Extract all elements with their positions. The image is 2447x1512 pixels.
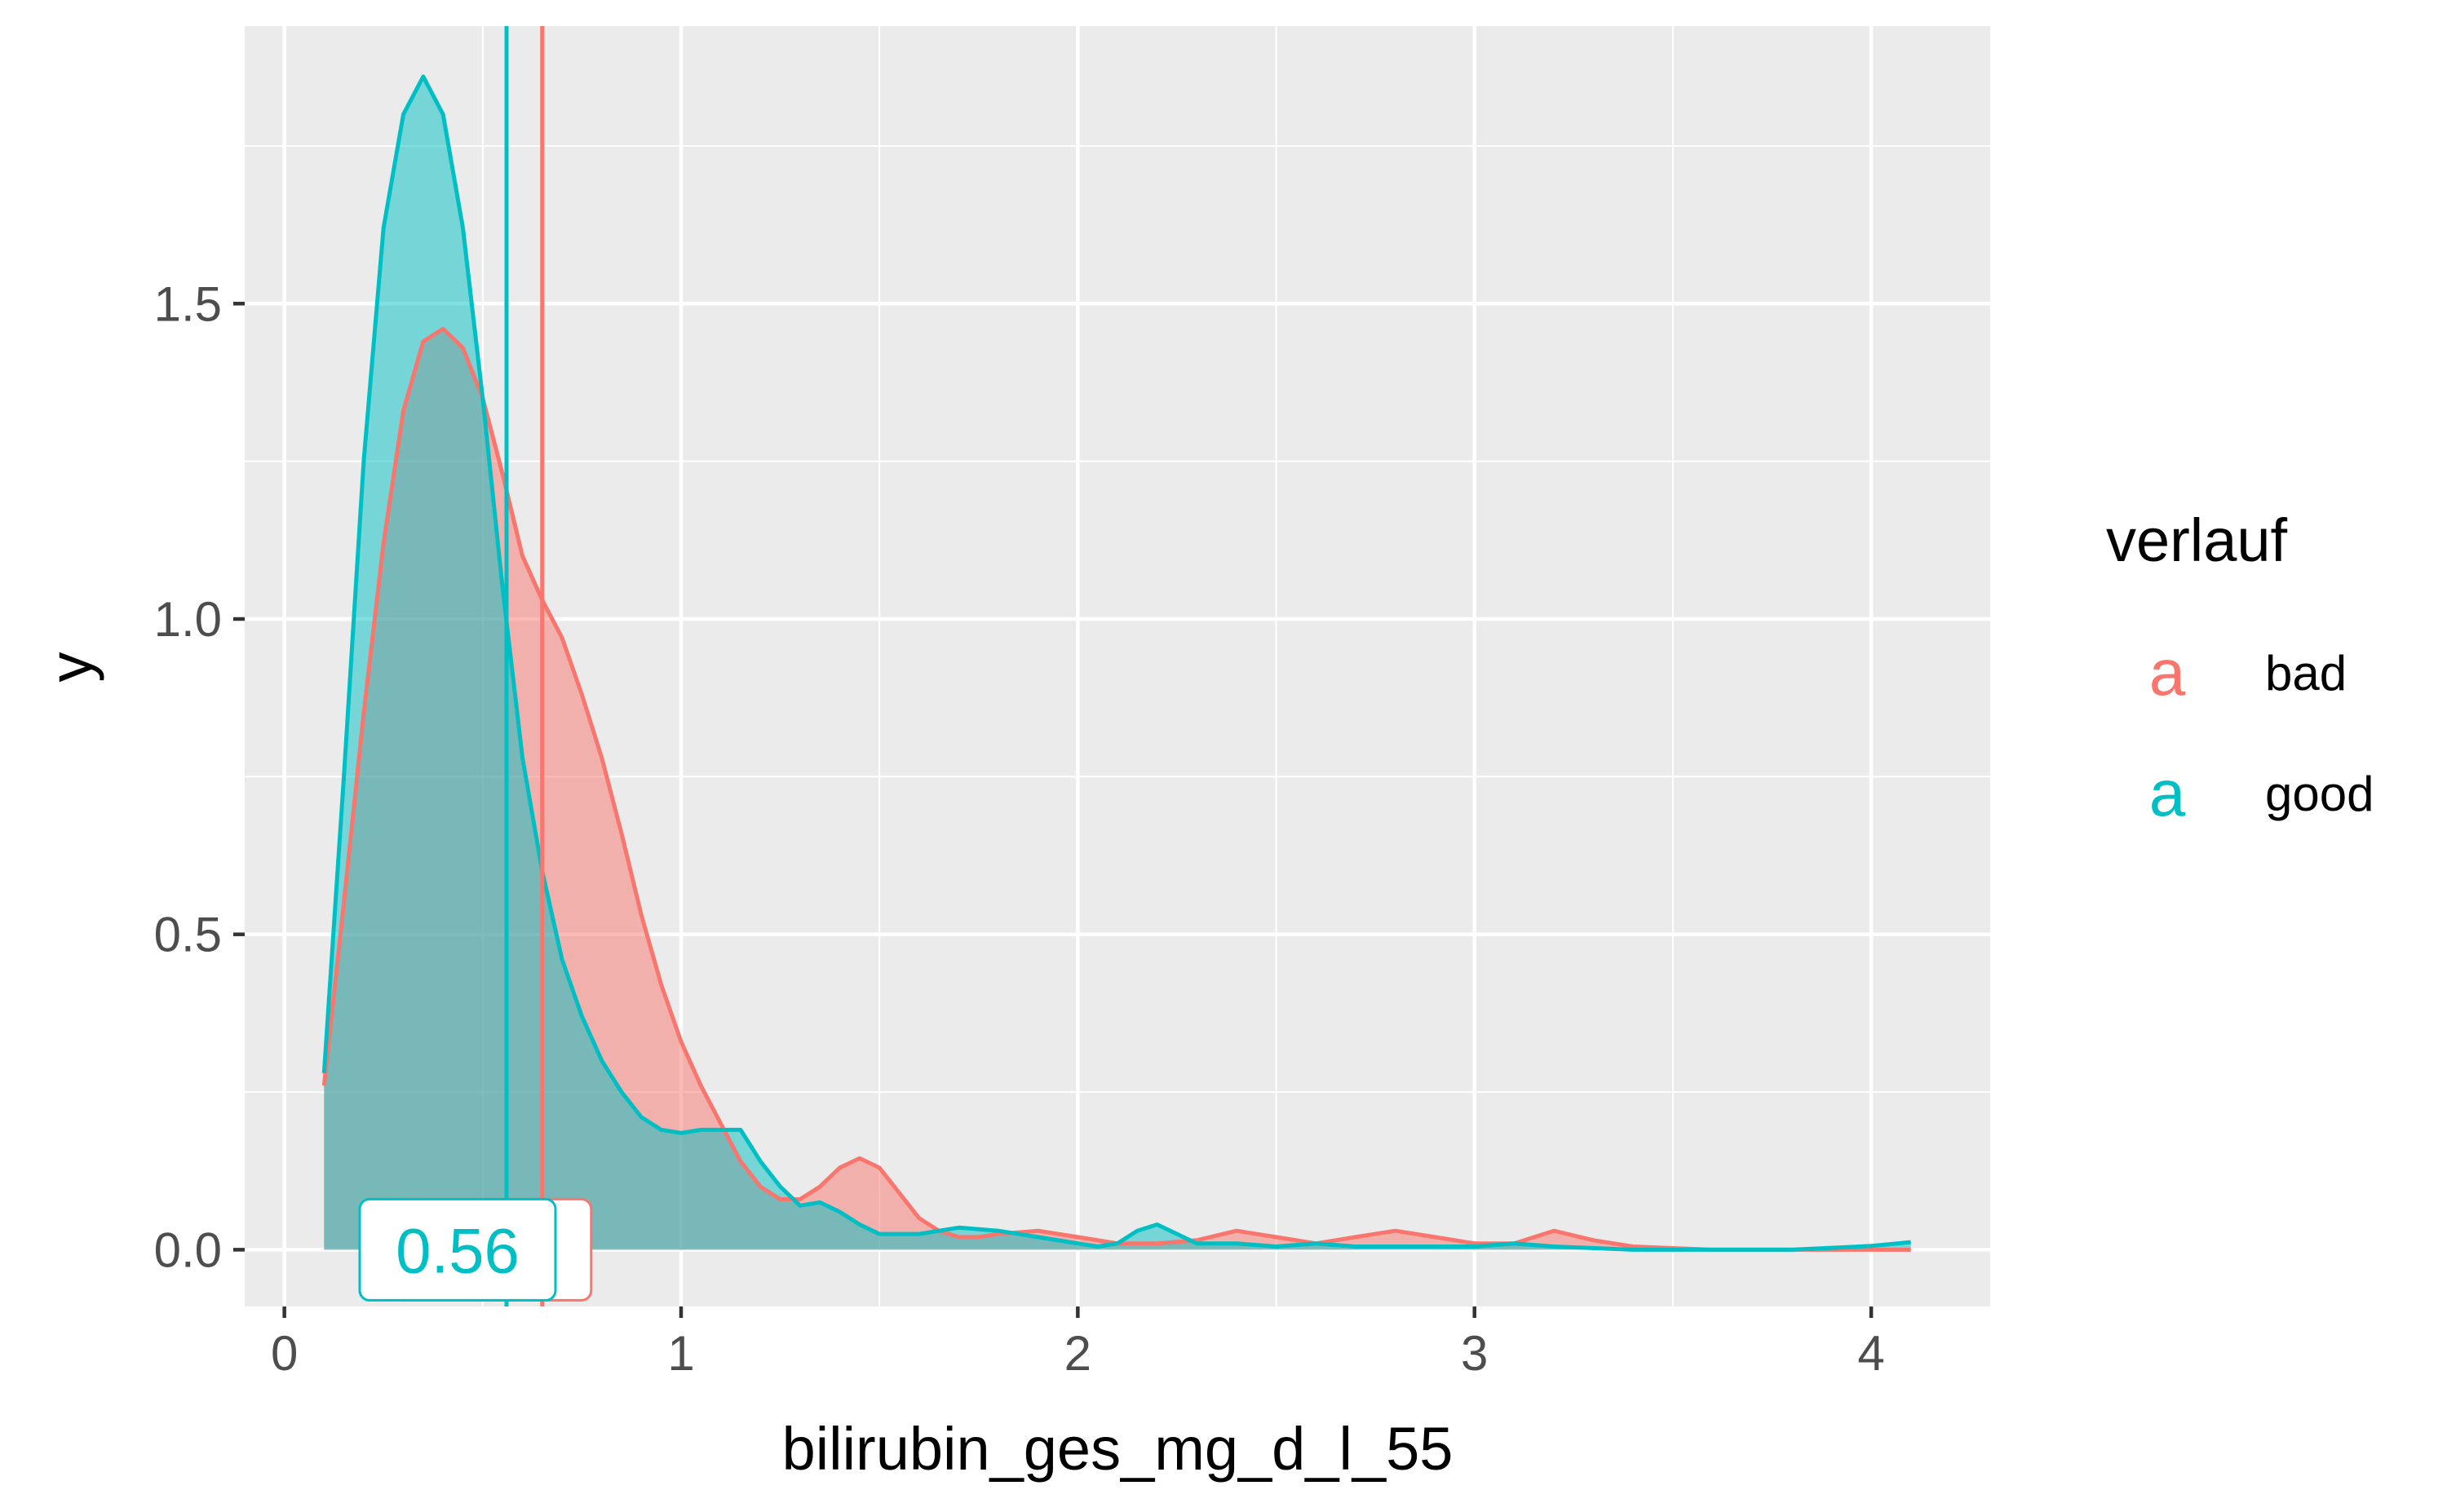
x-tick-label: 1	[667, 1326, 694, 1381]
x-axis: 0 1 2 3 4	[271, 1306, 1885, 1381]
x-tick-label: 3	[1461, 1326, 1488, 1381]
legend-entries: a bad a good	[2149, 636, 2374, 829]
y-axis-title: y	[37, 652, 104, 683]
median-lines	[504, 26, 545, 1306]
x-tick-label: 0	[271, 1326, 298, 1381]
legend-key: a	[2149, 757, 2186, 829]
legend-key: a	[2149, 636, 2186, 709]
median-label-box	[358, 1197, 557, 1302]
y-tick-label: 1.5	[154, 276, 222, 331]
legend-label: good	[2265, 767, 2374, 821]
y-tick-label: 0.0	[154, 1222, 222, 1277]
density-areas	[324, 76, 1911, 1250]
density-lines	[321, 74, 1911, 1252]
y-tick-label: 1.0	[154, 592, 222, 647]
y-tick-label: 0.5	[154, 908, 222, 962]
legend: verlauf a bad a good	[2106, 506, 2374, 829]
density-area-good	[324, 76, 1911, 1250]
density-line-bad	[321, 326, 1911, 1252]
legend-entry-good: a good	[2149, 757, 2374, 829]
median-label-text: 0.56	[396, 1214, 520, 1286]
legend-label: bad	[2265, 646, 2347, 701]
legend-entry-bad: a bad	[2149, 636, 2347, 709]
legend-title: verlauf	[2106, 506, 2288, 574]
y-axis: 0.0 0.5 1.0 1.5	[154, 276, 245, 1277]
grid-minor	[245, 26, 1990, 1306]
median-label-good: 0.56	[358, 1197, 557, 1302]
x-tick-label: 2	[1064, 1326, 1091, 1381]
x-axis-title: bilirubin_ges_mg_d_l_55	[782, 1415, 1454, 1483]
density-line-good	[321, 74, 1911, 1252]
x-tick-label: 4	[1857, 1326, 1884, 1381]
median-labels: 0.650.56	[358, 1197, 593, 1302]
